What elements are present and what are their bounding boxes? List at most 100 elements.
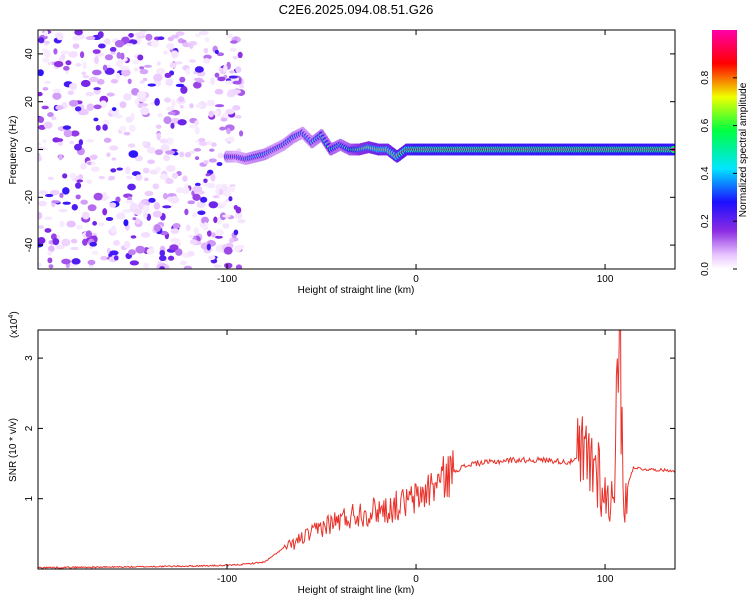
spectrogram-noise-cell [206, 140, 213, 146]
spectrogram-noise-cell [63, 129, 72, 138]
spectrogram-noise-cell [217, 76, 226, 82]
colorbar-tick-label: 0.8 [700, 70, 711, 84]
spectrogram-noise-cell [234, 245, 242, 252]
spectrogram-noise-cell [188, 235, 194, 239]
spectrogram-noise-cell [130, 112, 135, 121]
spectrogram-noise-cell [80, 79, 91, 88]
spectrogram-noise-cell [42, 86, 49, 91]
spectrogram-noise-cell [92, 221, 97, 226]
spectrogram-noise-cell [85, 230, 93, 238]
spectrogram-noise-cell [127, 183, 136, 191]
spectrogram-noise-cell [53, 48, 58, 55]
spectrogram-noise-cell [86, 179, 93, 184]
spectrogram-noise-cell [171, 99, 176, 108]
spectrogram-noise-cell [99, 100, 107, 109]
spectrogram-noise-cell [142, 141, 148, 146]
spectrogram-noise-cell [132, 59, 140, 65]
spectrogram-noise-cell [87, 204, 97, 212]
spectrogram-noise-cell [203, 178, 208, 183]
spectrogram-noise-cell [70, 246, 79, 251]
spectrogram-noise-cell [208, 201, 219, 209]
spectrogram-noise-cell [153, 202, 161, 210]
spectrogram-noise-cell [68, 99, 79, 107]
spectrogram-noise-cell [208, 158, 217, 163]
spectrogram-noise-cell [93, 104, 102, 110]
spectrogram-noise-cell [232, 80, 242, 85]
spectrogram-noise-cell [44, 228, 52, 233]
spectrogram-noise-cell [109, 250, 119, 256]
spectrogram-noise-cell [124, 166, 131, 175]
spectrogram-noise-cell [98, 175, 106, 180]
spectrogram-noise-cell [82, 61, 87, 70]
spectrogram-noise-cell [222, 201, 227, 207]
spectrogram-noise-cell [139, 69, 149, 75]
spectrogram-noise-cell [61, 258, 71, 265]
spectrogram-noise-cell [95, 124, 101, 131]
spectrogram-noise-cell [222, 214, 231, 218]
spectrogram-noise-cell [78, 174, 84, 180]
spectrogram-noise-cell [213, 216, 218, 224]
spectrogram-noise-cell [143, 262, 150, 269]
spectrogram-noise-cell [165, 78, 174, 87]
spectrogram-noise-cell [175, 31, 185, 36]
spectrogram-noise-cell [78, 139, 84, 146]
spectrogram-noise-cell [42, 57, 50, 63]
spectrogram-noise-cell [142, 204, 150, 213]
spectrogram-noise-cell [52, 92, 62, 100]
spectrogram-noise-cell [113, 255, 119, 261]
spectrogram-noise-cell [38, 37, 45, 44]
spectrogram-noise-cell [43, 121, 53, 129]
spectrogram-noise-cell [172, 223, 181, 229]
spectrogram-noise-cell [102, 124, 108, 131]
spectrogram-noise-cell [142, 77, 148, 82]
spectrogram-noise-cell [162, 205, 172, 209]
snr-y-tick-label: 1 [24, 495, 35, 501]
spectrogram-x-ticks: -100 0 100 [217, 30, 614, 285]
spectrogram-noise-cell [158, 255, 167, 262]
spectrogram-noise-cell [204, 37, 210, 43]
spectrogram-noise-cell [159, 173, 169, 180]
spectrogram-noise-cell [198, 141, 208, 147]
spectrogram-noise-cell [139, 103, 149, 107]
spectrogram-noise-cell [43, 50, 51, 58]
spectrogram-noise-cell [43, 40, 50, 45]
spectrogram-noise-cell [235, 211, 243, 220]
spectrogram-noise-cell [143, 177, 149, 182]
spectrogram-noise-cell [123, 219, 129, 227]
spectrogram-noise-cell [209, 148, 215, 152]
spectrogram-noise-cell [65, 60, 72, 66]
snr-y-ticks: 1 2 3 [24, 355, 675, 501]
spectrogram-noise-cell [163, 116, 172, 124]
spectrogram-noise-cell [123, 209, 130, 213]
spectrogram-noise-cell [140, 107, 150, 116]
spectrogram-noise-cell [60, 50, 70, 55]
spectrogram-y-tick-label: 0 [24, 146, 35, 152]
spectrogram-noise-cell [203, 57, 211, 64]
spectrogram-noise-cell [93, 117, 99, 122]
spectrogram-noise-cell [147, 83, 156, 87]
spectrogram-noise-cell [189, 103, 194, 109]
spectrogram-noise-cell [86, 103, 95, 111]
spectrogram-noise-cell [139, 66, 145, 70]
spectrogram-noise-cell [147, 159, 156, 164]
spectrogram-noise-cell [216, 52, 225, 57]
spectrogram-noise-cell [50, 116, 57, 121]
spectrogram-noise-cell [148, 197, 156, 203]
spectrogram-noise-cell [100, 255, 108, 261]
snr-scale-label: (x104) [8, 311, 20, 338]
spectrogram-noise-cell [183, 265, 193, 269]
spectrogram-noise-cell [193, 148, 202, 152]
spectrogram-noise-cell [155, 124, 162, 129]
spectrogram-noise-cell [208, 110, 214, 118]
spectrogram-noise-cell [125, 199, 134, 204]
spectrogram-noise-cell [96, 78, 105, 85]
spectrogram-noise-cell [123, 240, 131, 249]
spectrogram-noise-cell [182, 42, 191, 48]
spectrogram-noise-cell [163, 97, 172, 103]
spectrogram-noise-cell [210, 173, 216, 182]
spectrogram-noise-cell [155, 81, 162, 86]
spectrogram-noise-cell [177, 119, 187, 126]
spectrogram-noise-cell [184, 151, 192, 158]
spectrogram-noise-cell [111, 107, 117, 112]
spectrogram-noise-cell [157, 113, 163, 118]
